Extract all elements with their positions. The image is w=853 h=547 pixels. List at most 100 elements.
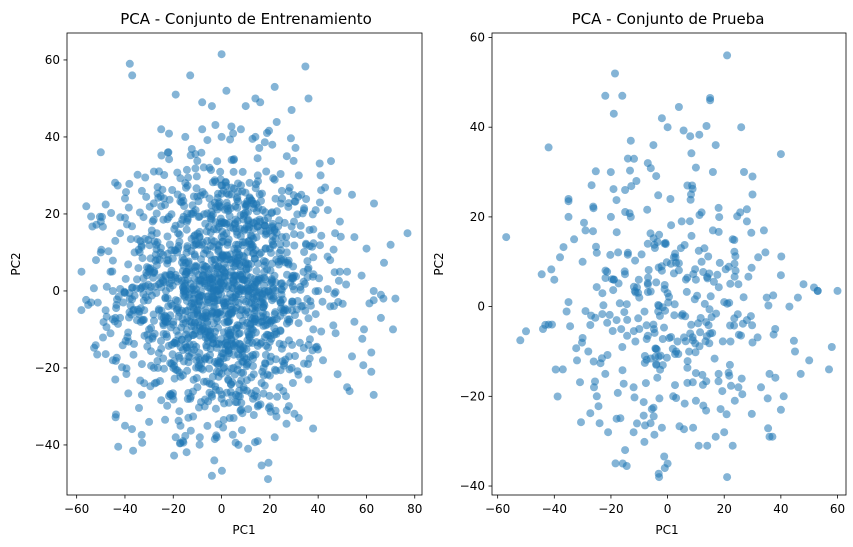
train-data-point — [124, 337, 133, 346]
train-data-point — [123, 220, 131, 229]
train-data-point — [273, 392, 282, 401]
test-data-point — [609, 109, 618, 118]
train-data-point — [268, 223, 276, 232]
train-data-point — [236, 211, 245, 220]
train-data-point — [122, 370, 131, 378]
train-data-point — [224, 346, 233, 354]
train-data-point — [333, 370, 342, 379]
train-data-point — [153, 357, 162, 365]
test-data-point — [682, 287, 691, 296]
train-data-point — [128, 71, 137, 80]
train-data-point — [252, 279, 261, 288]
train-data-point — [237, 398, 246, 407]
test-data-point — [589, 204, 598, 213]
train-data-point — [239, 295, 247, 304]
train-data-point — [157, 306, 166, 315]
train-data-point — [173, 248, 182, 257]
train-data-point — [251, 94, 260, 103]
test-data-point — [663, 123, 672, 132]
train-data-point — [160, 364, 168, 373]
train-data-point — [260, 221, 269, 230]
train-data-point — [187, 268, 195, 277]
test-data-point — [622, 300, 631, 309]
train-data-point — [192, 239, 201, 248]
train-data-point — [314, 345, 322, 354]
train-data-point — [101, 350, 110, 359]
train-data-point — [207, 471, 216, 480]
test-data-point — [591, 167, 600, 176]
test-data-point — [564, 298, 573, 307]
train-data-point — [323, 285, 332, 294]
train-data-point — [217, 369, 226, 378]
train-data-point — [189, 208, 198, 217]
train-data-point — [157, 337, 165, 345]
test-data-point — [765, 369, 774, 378]
test-data-point — [598, 310, 607, 319]
train-data-point — [342, 280, 351, 289]
train-data-point — [205, 364, 214, 373]
train-data-point — [133, 170, 142, 179]
test-data-point — [721, 265, 730, 274]
train-data-point — [260, 138, 269, 147]
train-data-point — [163, 259, 172, 268]
test-data-point — [629, 428, 638, 437]
train-data-point — [248, 134, 257, 143]
train-data-point — [202, 227, 211, 236]
test-data-point — [643, 239, 652, 248]
test-data-point — [662, 258, 671, 267]
train-data-point — [189, 412, 198, 421]
test-data-point — [696, 328, 705, 337]
test-data-point — [591, 313, 600, 322]
test-data-point — [833, 286, 842, 295]
test-data-point — [601, 369, 610, 378]
test-data-point — [672, 258, 680, 267]
test-data-point — [704, 252, 713, 261]
train-data-point — [203, 421, 212, 430]
train-data-point — [218, 181, 227, 190]
test-y-tick-label: −20 — [460, 389, 485, 403]
test-data-point — [641, 421, 649, 430]
train-data-point — [165, 129, 173, 138]
train-data-point — [247, 389, 256, 398]
train-data-point — [276, 298, 285, 307]
train-data-point — [202, 343, 211, 352]
train-x-tick-label: −60 — [64, 502, 89, 516]
train-data-point — [306, 297, 315, 306]
train-data-point — [272, 366, 280, 375]
test-data-point — [619, 379, 628, 388]
test-data-point — [742, 217, 751, 226]
train-data-point — [296, 221, 305, 230]
test-data-point — [642, 321, 651, 330]
train-data-point — [191, 164, 200, 173]
train-data-point — [212, 431, 221, 440]
train-data-point — [178, 315, 187, 323]
train-data-point — [301, 62, 310, 71]
train-data-point — [311, 287, 320, 296]
test-data-point — [580, 218, 588, 227]
test-data-point — [587, 181, 596, 190]
train-data-point — [128, 425, 136, 434]
test-data-point — [769, 330, 778, 339]
train-data-point — [124, 260, 133, 269]
train-data-point — [128, 295, 137, 304]
train-data-point — [187, 299, 196, 308]
train-data-point — [304, 94, 313, 103]
test-data-point — [810, 283, 818, 292]
test-data-point — [654, 469, 663, 478]
test-data-point — [522, 327, 530, 336]
train-data-point — [317, 231, 326, 240]
train-data-point — [97, 245, 106, 254]
train-data-point — [231, 398, 240, 406]
train-data-point — [270, 82, 279, 91]
train-data-point — [206, 332, 215, 340]
test-data-point — [573, 356, 581, 365]
train-data-point — [121, 421, 129, 430]
train-data-point — [225, 331, 234, 340]
train-data-point — [87, 212, 96, 221]
test-data-point — [550, 275, 559, 284]
train-data-point — [272, 412, 281, 421]
test-data-point — [761, 248, 770, 257]
test-data-point — [608, 327, 617, 335]
train-data-point — [224, 235, 233, 244]
train-data-point — [345, 387, 354, 396]
